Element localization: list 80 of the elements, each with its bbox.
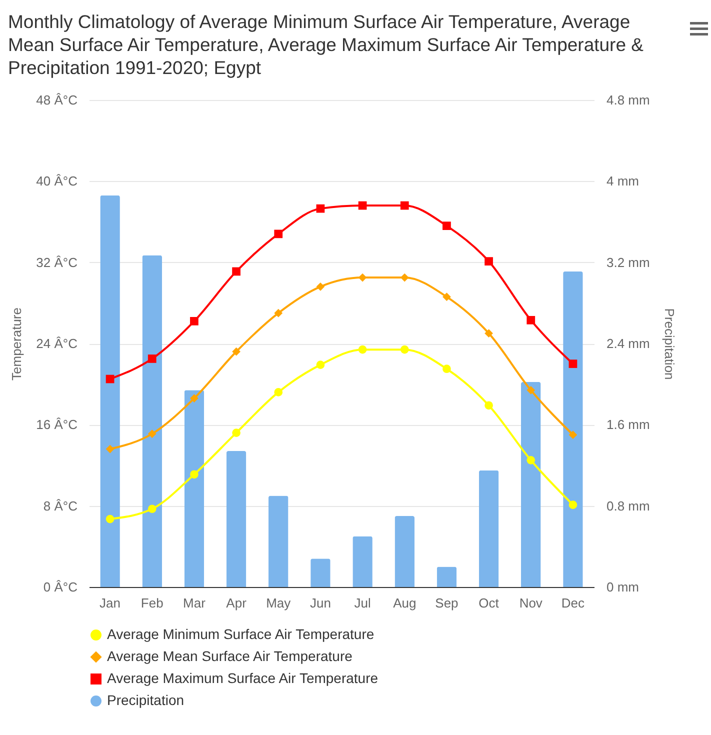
y-tick-label: 8 Â°C bbox=[43, 498, 78, 514]
legend-label: Average Mean Surface Air Temperature bbox=[107, 648, 353, 664]
point bbox=[358, 201, 367, 210]
y2-tick-label: 0 mm bbox=[606, 580, 639, 594]
y2-axis-title: Precipitation bbox=[662, 308, 677, 380]
y-tick-label: 0 Â°C bbox=[43, 580, 78, 594]
point bbox=[526, 316, 536, 324]
bar bbox=[563, 271, 583, 587]
bar bbox=[436, 566, 457, 587]
point bbox=[148, 430, 156, 438]
point bbox=[442, 292, 451, 302]
y2-tick-label: 1.6 mm bbox=[606, 417, 650, 432]
x-tick-label: Sep bbox=[435, 596, 458, 610]
x-tick-label: Apr bbox=[226, 596, 248, 610]
y-axis-title: Temperature bbox=[9, 308, 24, 380]
x-tick-label: Oct bbox=[478, 596, 500, 610]
point bbox=[106, 514, 114, 524]
legend-label: Average Minimum Surface Air Temperature bbox=[107, 626, 374, 642]
y-tick-label: 48 Â°C bbox=[36, 92, 78, 108]
point bbox=[484, 329, 493, 338]
point bbox=[232, 267, 240, 276]
bar bbox=[520, 382, 541, 587]
point bbox=[526, 386, 536, 394]
y-tick-label: 32 Â°C bbox=[36, 254, 78, 270]
legend-label: Precipitation bbox=[107, 692, 184, 708]
x-tick-label: Dec bbox=[561, 596, 586, 610]
point bbox=[316, 204, 325, 213]
bar bbox=[394, 516, 415, 587]
bar bbox=[184, 390, 204, 587]
point bbox=[442, 364, 451, 374]
point bbox=[568, 430, 578, 439]
chart-title: Monthly Climatology of Average Minimum Surface Air Temperature, Average Mean Surface Air Temperature, Average Maximum Surface Air Temperature & Precipitation 1991-2020; Egypt bbox=[8, 10, 644, 79]
point bbox=[190, 394, 198, 402]
legend-label: Average Maximum Surface Air Temperature bbox=[107, 670, 378, 686]
x-tick-label: May bbox=[266, 596, 292, 610]
point bbox=[568, 360, 578, 368]
point bbox=[568, 500, 578, 509]
bar bbox=[352, 536, 372, 587]
point bbox=[484, 257, 493, 266]
point bbox=[316, 282, 325, 291]
point bbox=[400, 201, 409, 210]
point bbox=[484, 401, 493, 410]
point bbox=[106, 374, 114, 384]
point bbox=[274, 230, 283, 238]
y2-tick-label: 4.8 mm bbox=[606, 92, 650, 108]
y-tick-label: 24 Â°C bbox=[36, 336, 78, 351]
y-tick-label: 16 Â°C bbox=[36, 417, 78, 432]
x-tick-label: Mar bbox=[183, 596, 206, 610]
point bbox=[358, 273, 367, 282]
y2-tick-label: 4 mm bbox=[606, 174, 639, 189]
point bbox=[400, 345, 409, 354]
point bbox=[106, 444, 114, 454]
point bbox=[274, 308, 283, 318]
x-tick-label: Jul bbox=[354, 596, 371, 610]
point bbox=[526, 456, 536, 464]
bar bbox=[478, 470, 499, 587]
y2-tick-label: 0.8 mm bbox=[606, 498, 650, 514]
x-tick-label: Nov bbox=[519, 596, 543, 610]
bar bbox=[226, 451, 246, 587]
x-tick-label: Aug bbox=[393, 596, 416, 610]
x-tick-label: Jan bbox=[100, 596, 121, 610]
y2-tick-label: 2.4 mm bbox=[606, 336, 650, 351]
point bbox=[316, 360, 325, 369]
bar bbox=[100, 195, 120, 587]
bar bbox=[142, 255, 162, 587]
point bbox=[232, 347, 240, 356]
point bbox=[190, 470, 198, 479]
point bbox=[358, 345, 367, 354]
x-tick-label: Jun bbox=[310, 596, 331, 610]
bar bbox=[268, 496, 288, 587]
y-tick-label: 40 Â°C bbox=[36, 174, 78, 189]
point bbox=[148, 504, 156, 514]
bar bbox=[310, 558, 330, 587]
point bbox=[232, 428, 240, 437]
point bbox=[190, 316, 198, 326]
x-tick-label: Feb bbox=[140, 596, 164, 610]
y2-tick-label: 3.2 mm bbox=[606, 254, 650, 270]
point bbox=[148, 354, 156, 363]
point bbox=[442, 222, 451, 230]
point bbox=[274, 388, 283, 396]
